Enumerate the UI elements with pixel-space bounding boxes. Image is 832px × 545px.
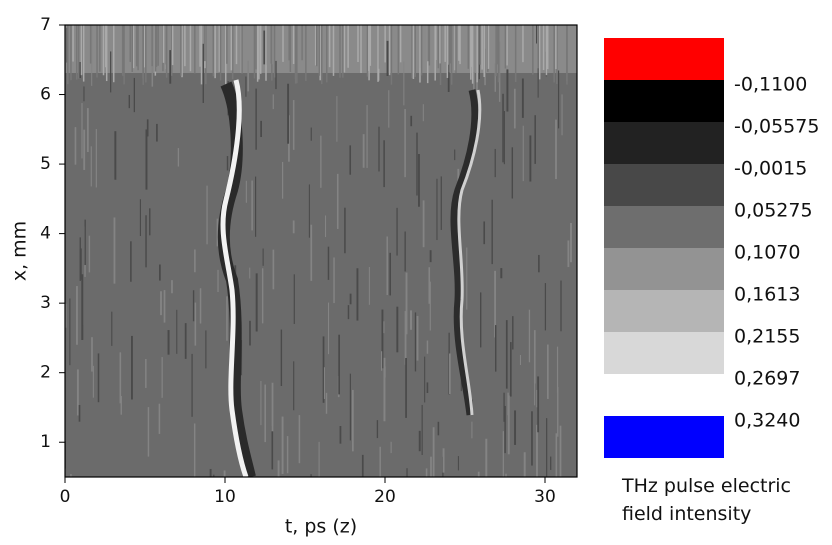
x-tick-label: 0 — [60, 487, 71, 507]
y-tick-label: 6 — [40, 85, 51, 105]
colorbar-tick-label: 0,1070 — [734, 242, 800, 264]
colorbar-block — [604, 122, 724, 164]
colorbar-block — [604, 164, 724, 206]
colorbar-tick-label: 0,05275 — [734, 200, 813, 222]
y-tick-label: 4 — [40, 224, 51, 244]
colorbar-tick-label: 0,1613 — [734, 284, 800, 306]
x-tick-label: 30 — [534, 487, 556, 507]
colorbar-tick-label: 0,3240 — [734, 410, 800, 432]
colorbar-block — [604, 374, 724, 416]
colorbar-tick-label: -0,1100 — [734, 74, 807, 96]
y-tick-label: 2 — [40, 363, 51, 383]
heatmap-field — [65, 25, 577, 477]
x-tick-label: 20 — [374, 487, 396, 507]
colorbar-block — [604, 416, 724, 458]
colorbar-block — [604, 80, 724, 122]
y-tick-label: 1 — [40, 432, 51, 452]
colorbar-tick-label: -0,05575 — [734, 116, 819, 138]
colorbar-tick-label: 0,2155 — [734, 326, 800, 348]
colorbar-block — [604, 248, 724, 290]
colorbar-tick-label: 0,2697 — [734, 368, 800, 390]
colorbar-block — [604, 290, 724, 332]
y-tick-label: 5 — [40, 154, 51, 174]
y-axis-label: x, mm — [9, 221, 31, 281]
colorbar-block — [604, 332, 724, 374]
colorbar-tick-label: -0,0015 — [734, 158, 807, 180]
colorbar-label: THz pulse electric field intensity — [622, 475, 792, 525]
y-tick-label: 7 — [40, 15, 51, 35]
x-axis-label: t, ps (z) — [285, 516, 357, 538]
plot-frame — [64, 24, 578, 478]
colorbar-block — [604, 206, 724, 248]
y-tick-label: 3 — [40, 293, 51, 313]
colorbar-block — [604, 38, 724, 80]
x-tick-label: 10 — [214, 487, 236, 507]
